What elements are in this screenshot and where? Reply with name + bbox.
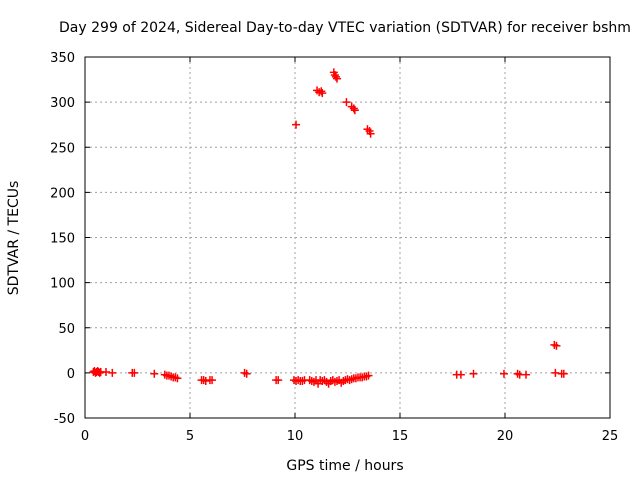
data-point — [499, 369, 508, 378]
data-point — [201, 376, 210, 385]
x-axis-label: GPS time / hours — [286, 458, 403, 474]
x-tick-label: 10 — [287, 429, 304, 444]
x-tick-label: 20 — [497, 429, 514, 444]
y-tick-label: -50 — [54, 412, 75, 427]
x-tick-label: 15 — [392, 429, 409, 444]
y-tick-label: 250 — [50, 141, 75, 156]
data-points — [89, 68, 568, 388]
data-point — [349, 104, 358, 113]
data-point — [333, 74, 341, 83]
data-point — [274, 376, 283, 385]
data-point — [108, 368, 117, 377]
data-point — [364, 371, 373, 380]
data-point — [95, 368, 104, 377]
data-point — [317, 87, 326, 96]
data-point — [292, 120, 301, 129]
y-tick-label: 200 — [50, 186, 75, 201]
data-point — [318, 89, 327, 98]
data-point — [102, 367, 110, 376]
data-point — [551, 368, 560, 377]
y-axis-label: SDTVAR / TECUs — [6, 181, 22, 296]
x-tick-label: 25 — [602, 429, 619, 444]
data-point — [559, 369, 568, 378]
x-tick-label: 0 — [81, 429, 89, 444]
y-tick-label: 300 — [50, 96, 75, 111]
data-point — [208, 376, 217, 385]
y-tick-label: 100 — [50, 277, 75, 292]
data-point — [331, 72, 340, 81]
grid-lines — [85, 57, 610, 418]
data-point — [366, 129, 375, 138]
data-point — [150, 369, 159, 378]
data-point — [350, 106, 359, 115]
data-point — [469, 369, 478, 378]
y-tick-label: 0 — [67, 367, 75, 382]
data-point — [456, 370, 465, 379]
data-point — [522, 370, 530, 379]
data-point — [342, 98, 351, 107]
y-tick-label: 50 — [58, 322, 75, 337]
data-point — [130, 368, 139, 377]
data-point — [173, 374, 182, 383]
axis-ticks: 0 5 10 15 20 25 -50 0 50 100 150 200 250 300 350 — [50, 51, 618, 444]
x-tick-label: 5 — [186, 429, 194, 444]
data-point — [242, 369, 251, 378]
data-point — [552, 341, 561, 350]
y-tick-label: 150 — [50, 232, 75, 247]
chart-title: Day 299 of 2024, Sidereal Day-to-day VTE… — [59, 20, 631, 36]
y-tick-label: 350 — [50, 51, 75, 66]
